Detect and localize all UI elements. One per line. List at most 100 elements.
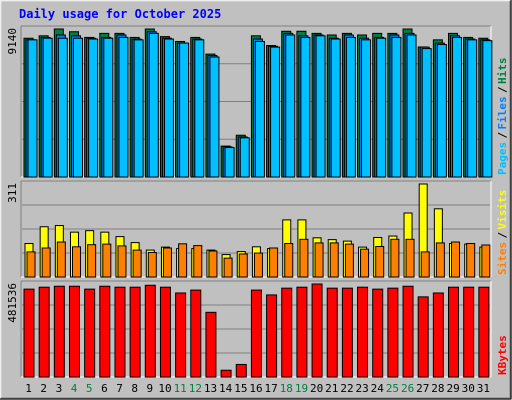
bar-kbytes-day-23-body: [357, 286, 369, 378]
x-tick-label-day-28: 28: [431, 382, 444, 395]
bar-kbytes-day-2-body: [38, 286, 50, 378]
bar-pages-day-6-body: [103, 37, 114, 178]
x-tick-label-day-25: 25: [386, 382, 399, 395]
bar-kbytes-day-1: [23, 288, 35, 378]
bar-pages-day-24: [376, 37, 387, 178]
bar-pages-day-20-body: [315, 35, 326, 178]
legend-hits: Hits: [496, 58, 509, 85]
bar-sites-day-12-body: [193, 245, 203, 278]
bar-kbytes-day-10: [159, 286, 171, 378]
bar-sites-day-21-body: [329, 242, 339, 278]
bar-sites-day-9-body: [147, 251, 157, 278]
bar-sites-day-28: [435, 242, 445, 278]
x-tick-label-day-10: 10: [158, 382, 171, 395]
bar-kbytes-day-6: [99, 285, 111, 378]
bar-sites-day-26: [405, 238, 415, 278]
bar-kbytes-day-27: [417, 296, 429, 378]
bar-kbytes-day-13-body: [205, 311, 217, 378]
bar-pages-day-30: [467, 39, 478, 178]
chart-panels: 9140Pages/Files/Hits311Sites/Visits48153…: [6, 25, 509, 378]
bar-pages-day-1: [27, 39, 38, 178]
legend-separator: /: [496, 232, 509, 239]
bar-kbytes-day-24-body: [372, 288, 384, 378]
x-tick-label-day-11: 11: [174, 382, 187, 395]
bar-sites-day-29: [451, 241, 461, 278]
bar-kbytes-day-25: [387, 287, 399, 378]
bar-sites-day-25: [390, 238, 400, 278]
bar-kbytes-day-17: [266, 294, 278, 378]
x-tick-label-day-7: 7: [116, 382, 123, 395]
bar-pages-day-20: [315, 35, 326, 178]
x-tick-label-day-24: 24: [371, 382, 385, 395]
bar-sites-day-29-body: [451, 241, 461, 278]
bar-kbytes-day-18-body: [281, 287, 293, 378]
bar-kbytes-day-8-body: [129, 286, 141, 378]
bar-sites-day-2: [41, 247, 51, 278]
bar-kbytes-day-6-body: [99, 285, 111, 378]
bar-sites-day-15: [238, 253, 248, 278]
bar-pages-day-24-body: [376, 37, 387, 178]
bar-sites-day-21: [329, 242, 339, 278]
legend-kbytes: KBytes: [496, 335, 509, 375]
x-tick-label-day-5: 5: [86, 382, 93, 395]
legend-kbytes: KBytes: [496, 335, 509, 375]
bar-kbytes-day-20: [311, 283, 323, 378]
bar-pages-day-29-body: [452, 36, 463, 178]
bar-sites-day-30: [466, 243, 476, 278]
x-tick-label-day-21: 21: [325, 382, 338, 395]
legend-visits-sites: Sites / Visits: [496, 190, 509, 275]
y-max-label-kbytes: 481536: [6, 283, 19, 323]
bar-kbytes-day-29-body: [448, 286, 460, 378]
bar-pages-day-16-body: [254, 40, 265, 178]
bar-sites-day-23-body: [360, 248, 370, 278]
x-axis-day-labels: 1 2 3 4 5 6 7 8 9 10 11 12 13 14 15 16 17 18 19 20 21 22 23 24 2…: [25, 382, 490, 395]
bar-sites-day-14: [223, 257, 233, 278]
bar-sites-day-3-body: [56, 241, 66, 278]
bar-pages-day-27-body: [421, 48, 432, 178]
x-tick-label-day-31: 31: [477, 382, 490, 395]
x-tick-label-day-15: 15: [234, 382, 247, 395]
bar-pages-day-7: [118, 36, 129, 178]
bar-kbytes-day-28-body: [432, 292, 444, 378]
bar-pages-day-17: [270, 46, 281, 178]
x-tick-label-day-14: 14: [219, 382, 233, 395]
x-tick-label-day-9: 9: [147, 382, 154, 395]
bar-sites-day-31: [481, 244, 491, 278]
bar-sites-day-14-body: [223, 257, 233, 278]
bar-pages-day-6: [103, 37, 114, 178]
bar-pages-day-29: [452, 36, 463, 178]
chart-title: Daily usage for October 2025: [19, 7, 221, 21]
bar-pages-day-19-body: [300, 36, 311, 178]
bar-kbytes-day-4-body: [68, 285, 80, 378]
bar-kbytes-day-24: [372, 288, 384, 378]
bar-kbytes-day-16-body: [250, 289, 262, 378]
bar-sites-day-27: [420, 251, 430, 278]
bar-kbytes-day-19-body: [296, 286, 308, 378]
bar-pages-day-13-body: [209, 56, 220, 178]
bar-kbytes-day-1-body: [23, 288, 35, 378]
bar-pages-day-15: [239, 137, 250, 178]
bar-sites-day-11-body: [178, 243, 188, 278]
bar-pages-day-21: [330, 38, 341, 178]
bar-sites-day-22-body: [344, 243, 354, 278]
bar-pages-day-14-body: [224, 147, 235, 178]
bar-sites-day-5: [87, 244, 97, 278]
bar-sites-day-25-body: [390, 238, 400, 278]
bar-kbytes-day-26-body: [402, 285, 414, 378]
bar-pages-day-3: [57, 37, 68, 178]
bar-sites-day-4-body: [71, 246, 81, 278]
bar-pages-day-27: [421, 48, 432, 178]
bar-sites-day-22: [344, 243, 354, 278]
bar-pages-day-19: [300, 36, 311, 178]
bar-pages-day-10-body: [163, 38, 174, 178]
bar-pages-day-22-body: [345, 36, 356, 178]
x-tick-label-day-16: 16: [249, 382, 262, 395]
bar-sites-day-8-body: [132, 249, 142, 278]
bar-pages-day-23: [361, 39, 372, 178]
bar-pages-day-16: [254, 40, 265, 178]
bar-sites-day-30-body: [466, 243, 476, 278]
bar-sites-day-24: [375, 245, 385, 278]
bar-pages-day-22: [345, 36, 356, 178]
bar-pages-day-7-body: [118, 36, 129, 178]
bar-pages-day-8-body: [133, 39, 144, 178]
